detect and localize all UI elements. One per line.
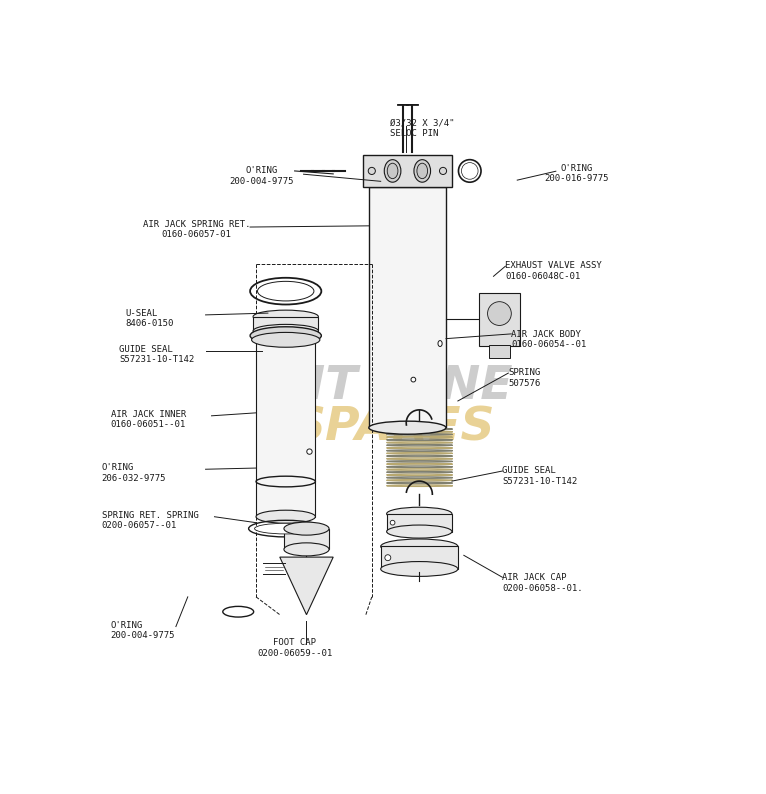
Text: O'RING
200-004-9775: O'RING 200-004-9775 [110,621,175,640]
Text: Ø3/32 X 3/4"
SELOC PIN: Ø3/32 X 3/4" SELOC PIN [390,119,454,138]
Ellipse shape [461,163,478,179]
Text: GUIDE SEAL
S57231-10-T142: GUIDE SEAL S57231-10-T142 [502,466,578,486]
Bar [387,514,452,531]
Text: AIR JACK BODY
0160-06054--01: AIR JACK BODY 0160-06054--01 [512,330,587,349]
Text: EXHAUST VALVE ASSY
0160-06048C-01: EXHAUST VALVE ASSY 0160-06048C-01 [506,261,602,281]
Text: O'RING
200-004-9775: O'RING 200-004-9775 [230,167,294,186]
Text: SPRING
507576: SPRING 507576 [509,368,541,387]
Ellipse shape [381,539,458,554]
Ellipse shape [251,333,320,347]
Bar [381,546,458,569]
Text: GUIDE SEAL
S57231-10-T142: GUIDE SEAL S57231-10-T142 [119,345,195,364]
Text: SPARES: SPARES [291,405,494,450]
Ellipse shape [368,168,375,175]
Ellipse shape [440,168,447,175]
Text: O'RING
200-016-9775: O'RING 200-016-9775 [545,164,609,183]
Ellipse shape [369,421,446,434]
Ellipse shape [253,325,319,337]
Ellipse shape [256,511,316,523]
Text: AIR JACK INNER
0160-06051--01: AIR JACK INNER 0160-06051--01 [110,410,186,430]
Text: PIT LANE: PIT LANE [273,364,512,409]
Ellipse shape [411,377,416,382]
Text: U-SEAL
8406-0150: U-SEAL 8406-0150 [126,309,174,329]
Ellipse shape [387,507,452,520]
Text: AIR JACK CAP
0200-06058--01.: AIR JACK CAP 0200-06058--01. [502,573,583,592]
Text: AIR JACK SPRING RET.
0160-06057-01: AIR JACK SPRING RET. 0160-06057-01 [143,220,250,239]
Bar [369,187,446,428]
Ellipse shape [385,160,401,182]
Bar [489,345,510,358]
Ellipse shape [388,164,398,179]
Ellipse shape [250,327,322,345]
Ellipse shape [284,522,329,535]
Bar [363,155,452,187]
Ellipse shape [414,160,430,182]
Ellipse shape [385,555,391,561]
Ellipse shape [390,520,395,525]
Polygon shape [280,557,333,615]
Bar [256,336,316,517]
Text: FOOT CAP
0200-06059--01: FOOT CAP 0200-06059--01 [257,638,332,658]
Ellipse shape [284,543,329,556]
Ellipse shape [254,523,317,534]
Ellipse shape [488,302,512,326]
Ellipse shape [381,561,458,576]
Ellipse shape [387,525,452,538]
Bar [284,529,329,549]
Ellipse shape [307,449,312,454]
Text: SPRING RET. SPRING
0200-06057--01: SPRING RET. SPRING 0200-06057--01 [102,511,198,530]
Text: O'RING
206-032-9775: O'RING 206-032-9775 [102,464,166,483]
Ellipse shape [257,281,314,301]
Ellipse shape [438,341,442,346]
Bar [479,293,520,346]
Ellipse shape [417,164,427,179]
Ellipse shape [253,310,319,323]
Bar [253,317,319,331]
